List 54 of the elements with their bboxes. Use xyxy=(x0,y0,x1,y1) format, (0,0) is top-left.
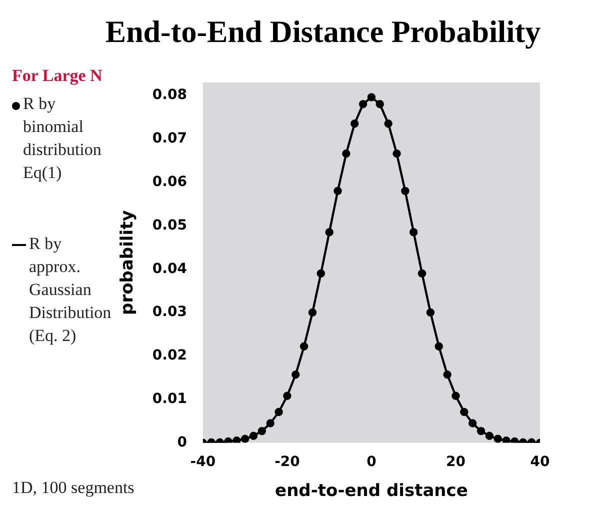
text: For Large N xyxy=(12,66,102,86)
point xyxy=(258,426,266,436)
x-tick-label: -40 xyxy=(190,454,216,470)
y-tick-label: 0 xyxy=(177,434,188,450)
point xyxy=(274,408,283,416)
point xyxy=(358,100,368,108)
chart-title: End-to-End Distance Probability xyxy=(104,14,542,50)
x-tick-label: -20 xyxy=(274,454,300,470)
text: 1D, 100 segments xyxy=(12,478,134,498)
point xyxy=(476,426,486,436)
point xyxy=(494,434,502,443)
point xyxy=(468,419,477,428)
point xyxy=(460,408,468,416)
point xyxy=(342,150,350,158)
x-tick-label: 0 xyxy=(366,454,377,470)
y-tick-label: 0.01 xyxy=(152,391,187,408)
point xyxy=(325,228,334,236)
point xyxy=(240,434,250,443)
point xyxy=(367,93,376,102)
y-tick-label: 0.07 xyxy=(152,130,187,146)
y-axis-title: probability xyxy=(118,210,138,315)
point xyxy=(266,419,274,428)
y-tick-label: 0.06 xyxy=(152,174,187,190)
point xyxy=(376,100,384,108)
point xyxy=(292,370,300,379)
point xyxy=(401,186,410,196)
point xyxy=(300,342,308,351)
point xyxy=(283,392,292,400)
point xyxy=(308,308,317,317)
point xyxy=(485,432,494,440)
x-tick-label: 40 xyxy=(530,454,550,470)
point xyxy=(249,432,258,440)
legend-label: R by approx. Gaussian Distribution (Eq. 2) xyxy=(29,233,112,347)
point xyxy=(316,269,326,278)
y-tick-label: 0.04 xyxy=(152,260,188,277)
point xyxy=(410,228,418,236)
point xyxy=(384,120,392,128)
point xyxy=(418,269,426,278)
y-tick-label: 0.08 xyxy=(152,87,187,104)
point xyxy=(232,436,241,443)
x-axis-title: end-to-end distance xyxy=(275,481,468,502)
y-tick-label: 0.03 xyxy=(152,304,187,320)
point xyxy=(334,186,342,196)
y-tick-label: 0.05 xyxy=(152,217,187,234)
point xyxy=(350,120,359,128)
point xyxy=(502,436,510,443)
point xyxy=(443,370,452,379)
point xyxy=(452,392,460,400)
point xyxy=(392,150,401,158)
point xyxy=(434,342,443,351)
x-tick-label: 20 xyxy=(446,454,466,470)
y-tick-label: 0.02 xyxy=(152,348,187,364)
point xyxy=(426,308,435,317)
legend-label: R by binomial distribution Eq(1) xyxy=(22,93,102,184)
